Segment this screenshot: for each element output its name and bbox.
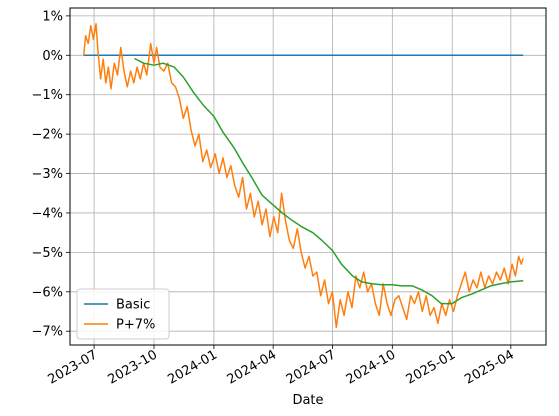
y-tick-label: −5% [31, 246, 63, 261]
x-tick-label: 2024-04 [225, 347, 280, 387]
x-tick-label: 2024-01 [165, 347, 220, 387]
y-tick-label: 1% [42, 9, 63, 24]
x-axis-label: Date [292, 393, 323, 408]
x-tick-label: 2023-10 [105, 347, 160, 387]
series-line-p-7 [82, 23, 524, 329]
grid [70, 8, 546, 345]
series-line-3 [134, 57, 524, 305]
x-tick-label: 2023-07 [46, 347, 101, 387]
x-tick-label: 2025-04 [462, 347, 517, 387]
y-tick-label: −6% [31, 285, 63, 300]
legend: Basic P+7% [76, 288, 170, 340]
y-tick-label: −1% [31, 88, 63, 103]
series-layer [82, 23, 524, 329]
x-tick-label: 2024-10 [344, 347, 399, 387]
legend-entry: P+7% [116, 318, 155, 333]
y-tick-label: 0% [42, 49, 63, 64]
y-tick-label: −2% [31, 128, 63, 143]
y-tick-label: −3% [31, 167, 63, 182]
y-tick-label: −4% [31, 206, 63, 221]
x-tick-label: 2025-01 [404, 347, 459, 387]
x-tick-label: 2024-07 [284, 347, 339, 387]
plot-frame [69, 7, 547, 346]
legend-box [76, 288, 170, 340]
legend-entry: Basic [116, 298, 150, 313]
y-tick-label: −7% [31, 325, 63, 340]
